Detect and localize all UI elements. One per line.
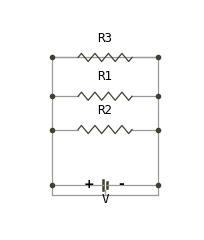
Text: R3: R3 [97, 31, 112, 44]
Text: -: - [118, 177, 123, 191]
Text: R1: R1 [97, 70, 112, 83]
Text: V: V [101, 193, 108, 206]
Text: R2: R2 [97, 104, 112, 117]
Text: +: + [83, 178, 94, 191]
